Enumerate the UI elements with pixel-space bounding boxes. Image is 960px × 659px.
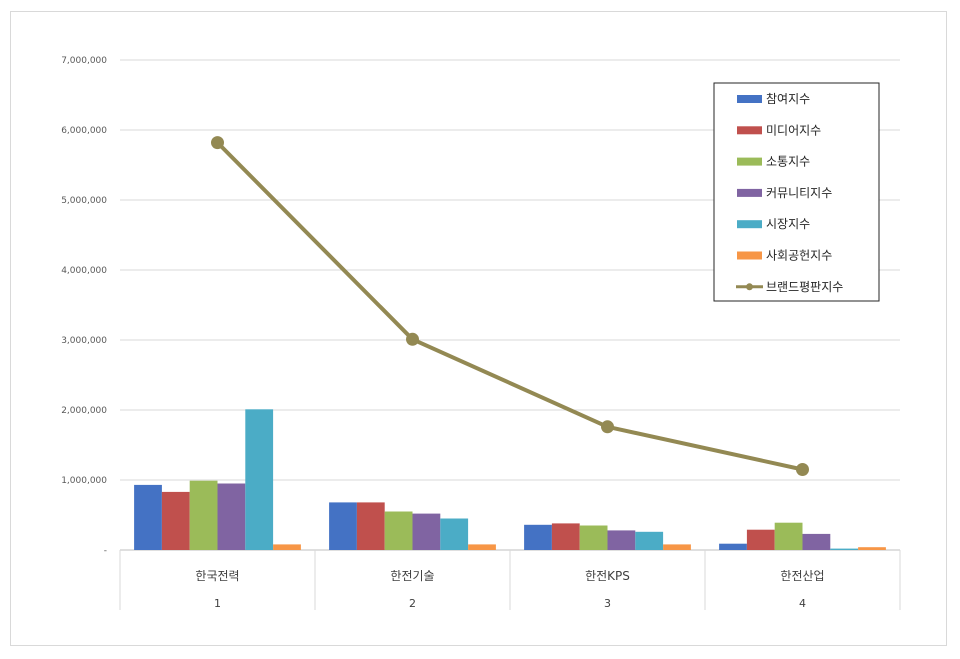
y-tick-label: 1,000,000: [61, 476, 107, 486]
x-tick-label: 한전기술: [390, 569, 434, 583]
bar: [830, 548, 859, 550]
legend-label: 커뮤니티지수: [766, 186, 832, 200]
bar: [134, 484, 162, 550]
bar: [719, 543, 747, 550]
x-tick-label: 한국전력: [195, 569, 239, 583]
bar: [524, 524, 552, 550]
y-tick-label: 7,000,000: [61, 56, 107, 66]
bar: [412, 513, 441, 550]
bar: [858, 547, 886, 550]
bar: [273, 544, 301, 550]
bar: [356, 502, 385, 550]
x-index-label: 2: [409, 597, 416, 610]
bar: [189, 480, 218, 550]
line-marker: [211, 136, 224, 150]
x-index-label: 3: [604, 597, 611, 610]
bar: [663, 544, 691, 550]
legend-label: 브랜드평판지수: [766, 280, 843, 294]
legend-swatch: [737, 188, 762, 197]
y-tick-label: -: [104, 546, 107, 556]
legend-swatch: [737, 220, 762, 229]
bar: [551, 523, 580, 550]
y-tick-label: 4,000,000: [61, 266, 107, 276]
legend-label: 참여지수: [766, 92, 810, 106]
x-index-label: 4: [799, 597, 806, 610]
x-tick-label: 한전KPS: [585, 569, 630, 583]
legend-swatch: [737, 95, 762, 103]
legend-swatch: [737, 251, 762, 260]
line-marker: [406, 332, 419, 346]
line-marker: [796, 463, 809, 476]
bar: [607, 530, 636, 550]
bar: [635, 531, 664, 550]
x-index-label: 1: [214, 597, 221, 610]
legend-label: 미디어지수: [766, 123, 821, 137]
legend-label: 사회공헌지수: [766, 249, 832, 263]
legend-swatch: [737, 157, 762, 166]
y-tick-label: 3,000,000: [61, 336, 107, 346]
bar: [329, 502, 357, 550]
x-tick-label: 한전산업: [780, 569, 824, 583]
series-line: [216, 141, 803, 472]
bar: [161, 491, 190, 550]
bar: [217, 483, 246, 550]
y-tick-label: 5,000,000: [61, 196, 107, 206]
bar: [802, 533, 831, 550]
bar: [468, 544, 496, 550]
bar: [746, 529, 775, 550]
bar: [440, 518, 469, 550]
line-marker: [601, 420, 614, 434]
y-tick-label: 2,000,000: [61, 406, 107, 416]
y-tick-label: 6,000,000: [61, 126, 107, 136]
legend-marker: [746, 283, 753, 291]
bar: [579, 525, 608, 550]
legend-label: 소통지수: [766, 155, 810, 169]
legend-label: 시장지수: [766, 217, 810, 231]
bar: [245, 409, 274, 550]
legend-swatch: [737, 126, 762, 135]
bar: [774, 522, 803, 550]
bar: [384, 511, 413, 550]
